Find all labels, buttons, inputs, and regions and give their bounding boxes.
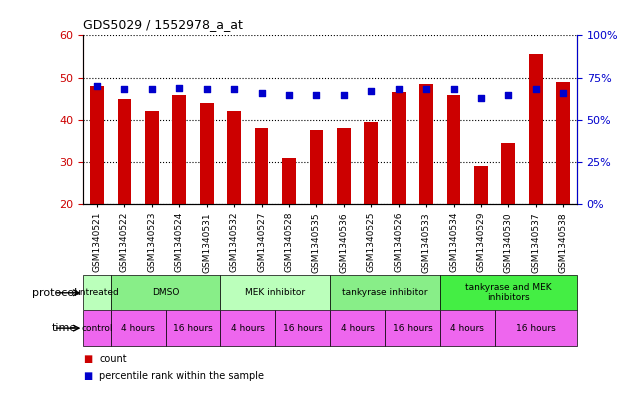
Bar xyxy=(440,275,577,310)
Text: protocol: protocol xyxy=(31,288,77,298)
Bar xyxy=(447,94,460,204)
Bar xyxy=(501,143,515,204)
Bar xyxy=(364,122,378,204)
Point xyxy=(531,86,541,93)
Point xyxy=(394,86,404,93)
Bar xyxy=(83,275,111,310)
Point xyxy=(448,86,458,93)
Text: 16 hours: 16 hours xyxy=(173,324,213,332)
Bar xyxy=(200,103,213,204)
Text: 16 hours: 16 hours xyxy=(283,324,322,332)
Bar xyxy=(282,158,296,204)
Bar xyxy=(556,82,570,204)
Point xyxy=(312,91,322,97)
Text: percentile rank within the sample: percentile rank within the sample xyxy=(99,371,264,381)
Text: 16 hours: 16 hours xyxy=(392,324,432,332)
Bar xyxy=(228,111,241,204)
Bar xyxy=(172,94,186,204)
Text: 4 hours: 4 hours xyxy=(340,324,374,332)
Bar xyxy=(385,310,440,346)
Text: MEK inhibitor: MEK inhibitor xyxy=(246,288,305,297)
Text: untreated: untreated xyxy=(74,288,119,297)
Text: ■: ■ xyxy=(83,354,92,364)
Bar xyxy=(392,92,406,204)
Bar xyxy=(275,310,330,346)
Point xyxy=(256,90,267,96)
Bar xyxy=(419,84,433,204)
Bar xyxy=(111,275,221,310)
Point xyxy=(503,91,513,97)
Text: tankyrase inhibitor: tankyrase inhibitor xyxy=(342,288,428,297)
Point xyxy=(476,95,486,101)
Text: 4 hours: 4 hours xyxy=(450,324,484,332)
Text: count: count xyxy=(99,354,127,364)
Text: 16 hours: 16 hours xyxy=(516,324,556,332)
Bar xyxy=(111,310,165,346)
Bar xyxy=(440,310,495,346)
Bar xyxy=(330,310,385,346)
Point xyxy=(119,86,129,93)
Bar xyxy=(495,310,577,346)
Point xyxy=(558,90,569,96)
Bar xyxy=(145,111,159,204)
Bar xyxy=(90,86,104,204)
Point xyxy=(201,86,212,93)
Bar xyxy=(254,128,269,204)
Point xyxy=(366,88,376,94)
Bar xyxy=(310,130,323,204)
Text: 4 hours: 4 hours xyxy=(231,324,265,332)
Point xyxy=(421,86,431,93)
Bar xyxy=(337,128,351,204)
Point xyxy=(284,91,294,97)
Text: DMSO: DMSO xyxy=(152,288,179,297)
Text: 4 hours: 4 hours xyxy=(121,324,155,332)
Text: GDS5029 / 1552978_a_at: GDS5029 / 1552978_a_at xyxy=(83,18,243,31)
Bar xyxy=(83,310,111,346)
Bar xyxy=(117,99,131,204)
Bar xyxy=(165,310,221,346)
Bar xyxy=(529,54,543,204)
Bar xyxy=(330,275,440,310)
Text: time: time xyxy=(52,323,77,333)
Bar xyxy=(221,275,330,310)
Point xyxy=(92,83,102,89)
Bar xyxy=(221,310,275,346)
Point xyxy=(229,86,239,93)
Point xyxy=(147,86,157,93)
Point xyxy=(174,84,185,91)
Text: ■: ■ xyxy=(83,371,92,381)
Text: tankyrase and MEK
inhibitors: tankyrase and MEK inhibitors xyxy=(465,283,552,303)
Point xyxy=(338,91,349,97)
Bar xyxy=(474,166,488,204)
Text: control: control xyxy=(81,324,113,332)
